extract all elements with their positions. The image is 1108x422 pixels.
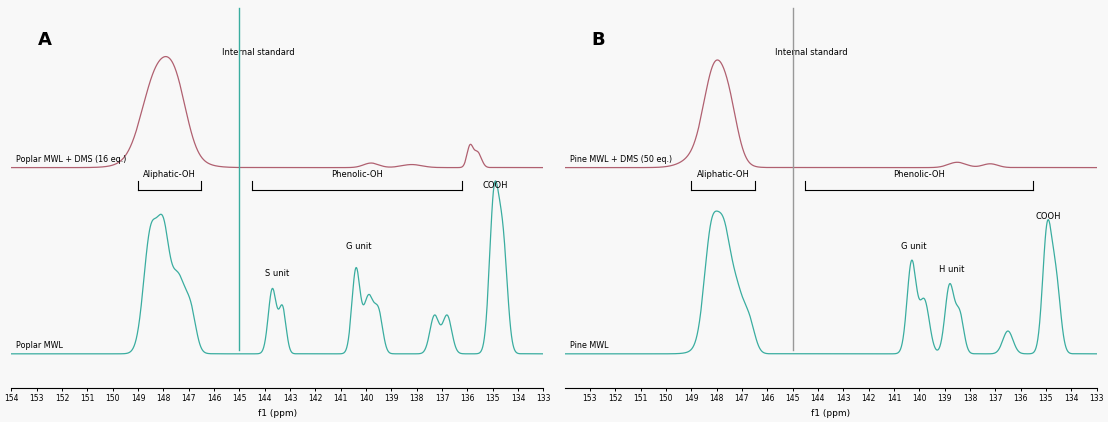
Text: Aliphatic-OH: Aliphatic-OH [143,170,196,179]
Text: Phenolic-OH: Phenolic-OH [893,170,945,179]
Text: G unit: G unit [902,242,927,251]
Text: H unit: H unit [940,265,965,274]
Text: A: A [38,31,52,49]
Text: COOH: COOH [483,181,509,190]
Text: G unit: G unit [346,242,371,251]
Text: S unit: S unit [265,269,289,278]
Text: Poplar MWL + DMS (16 eq.): Poplar MWL + DMS (16 eq.) [17,155,126,164]
Text: Internal standard: Internal standard [222,49,295,57]
Text: Aliphatic-OH: Aliphatic-OH [697,170,749,179]
Text: B: B [592,31,605,49]
Text: Pine MWL: Pine MWL [570,341,608,350]
Text: Phenolic-OH: Phenolic-OH [331,170,383,179]
Text: Internal standard: Internal standard [774,49,848,57]
Text: Pine MWL + DMS (50 eq.): Pine MWL + DMS (50 eq.) [570,155,671,164]
X-axis label: f1 (ppm): f1 (ppm) [258,409,297,418]
Text: COOH: COOH [1036,212,1061,221]
X-axis label: f1 (ppm): f1 (ppm) [811,409,850,418]
Text: Poplar MWL: Poplar MWL [17,341,63,350]
